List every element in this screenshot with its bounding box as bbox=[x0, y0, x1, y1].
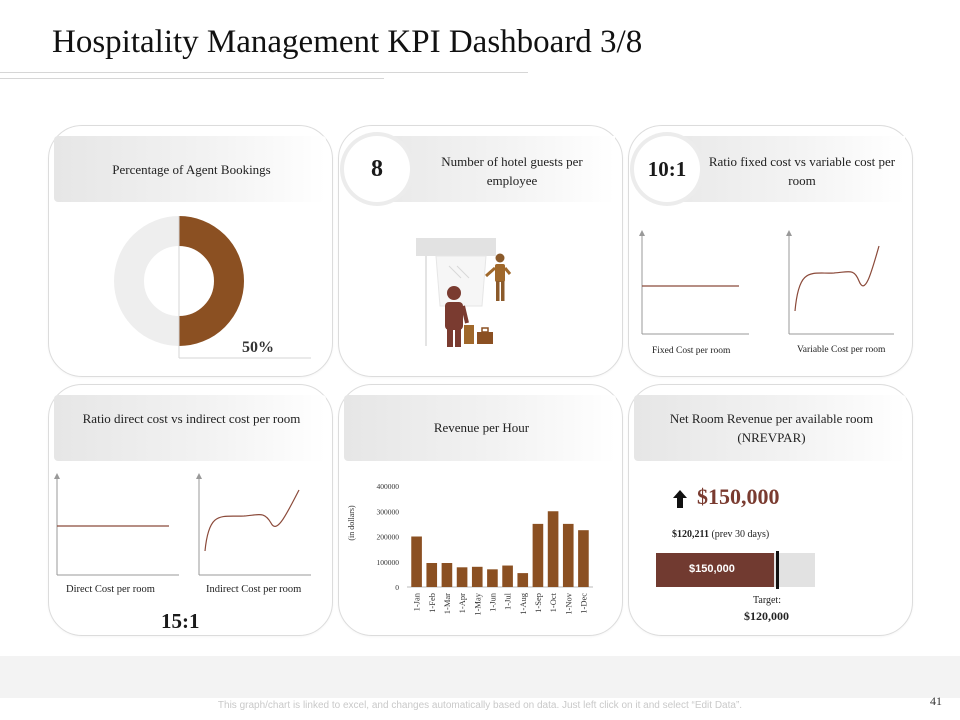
nrevpar-prev: $120,211 (prev 30 days) bbox=[672, 529, 769, 540]
nrevpar-progress-fill: $150,000 bbox=[656, 553, 774, 587]
fixed-variable-ratio: 10:1 bbox=[647, 156, 687, 181]
guests-per-employee-card: 8 Number of hotel guests per employee bbox=[338, 125, 623, 377]
revenue-x-tick-label: 1-Jan bbox=[412, 592, 422, 611]
revenue-bar-1-dec[interactable] bbox=[578, 530, 589, 587]
title-divider-secondary bbox=[0, 78, 384, 79]
revenue-x-tick-label: 1-Mar bbox=[442, 593, 452, 614]
direct-indirect-ratio: 15:1 bbox=[161, 609, 200, 633]
variable-cost-label: Variable Cost per room bbox=[797, 345, 886, 355]
card-header bbox=[344, 395, 616, 461]
direct-indirect-label: Ratio direct cost vs indirect cost per r… bbox=[82, 411, 301, 426]
footer-band bbox=[0, 656, 960, 698]
page-number: 41 bbox=[930, 694, 942, 708]
revenue-y-tick-label: 0 bbox=[395, 583, 399, 592]
guests-label: Number of hotel guests per employee bbox=[441, 154, 583, 188]
revenue-bar-1-aug[interactable] bbox=[517, 573, 529, 587]
nrevpar-target-value: $120,000 bbox=[744, 609, 789, 623]
revenue-x-tick-label: 1-Oct bbox=[548, 592, 558, 612]
page-title: Hospitality Management KPI Dashboard 3/8 bbox=[52, 24, 643, 60]
revenue-x-tick-label: 1-May bbox=[472, 592, 482, 615]
revenue-bar-1-sep[interactable] bbox=[532, 523, 544, 588]
revenue-bar-1-jul[interactable] bbox=[502, 565, 513, 587]
revenue-bar-1-feb[interactable] bbox=[426, 563, 438, 587]
fixed-variable-ratio-badge: 10:1 bbox=[634, 136, 700, 202]
revenue-y-tick-label: 300000 bbox=[377, 507, 400, 516]
card-header bbox=[54, 395, 326, 461]
footer-note: This graph/chart is linked to excel, and… bbox=[217, 700, 743, 711]
agent-bookings-card: Percentage of Agent Bookings 50% bbox=[48, 125, 333, 377]
donut-value-arc bbox=[178, 216, 244, 346]
revenue-per-hour-label: Revenue per Hour bbox=[433, 420, 530, 435]
direct-vs-indirect-card: Ratio direct cost vs indirect cost per r… bbox=[48, 384, 333, 636]
agent-bookings-label: Percentage of Agent Bookings bbox=[112, 162, 271, 177]
revenue-y-tick-label: 400000 bbox=[377, 482, 400, 491]
nrevpar-value: $150,000 bbox=[697, 484, 780, 509]
revenue-bar-1-oct[interactable] bbox=[547, 511, 559, 587]
hotel-reception-icon bbox=[416, 238, 512, 347]
revenue-bar-1-jun[interactable] bbox=[487, 569, 498, 587]
variable-cost-curve bbox=[794, 245, 880, 312]
agent-bookings-donut[interactable] bbox=[49, 126, 334, 378]
guests-value: 8 bbox=[371, 155, 383, 182]
fixed-variable-label: Ratio fixed cost vs variable cost per ro… bbox=[708, 154, 896, 188]
nrevpar-target-marker bbox=[775, 551, 779, 589]
fixed-cost-label: Fixed Cost per room bbox=[652, 346, 731, 356]
revenue-y-tick-label: 200000 bbox=[377, 533, 400, 542]
revenue-x-tick-label: 1-Aug bbox=[518, 592, 528, 614]
direct-indirect-mini-charts[interactable] bbox=[49, 385, 334, 637]
revenue-x-tick-label: 1-Nov bbox=[563, 592, 573, 614]
revenue-x-tick-label: 1-Jun bbox=[487, 592, 497, 612]
fixed-variable-mini-charts[interactable] bbox=[629, 126, 914, 378]
agent-bookings-value: 50% bbox=[242, 339, 274, 356]
guests-value-badge: 8 bbox=[344, 136, 410, 202]
indirect-cost-label: Indirect Cost per room bbox=[206, 584, 302, 595]
revenue-per-hour-card: Revenue per Hour (in dollars) 0 100000 200… bbox=[338, 384, 623, 636]
revenue-bar-1-nov[interactable] bbox=[562, 523, 574, 588]
nrevpar-card: Net Room Revenue per available room (NRE… bbox=[628, 384, 913, 636]
revenue-bar-1-jan[interactable] bbox=[411, 536, 422, 588]
revenue-bar-1-apr[interactable] bbox=[456, 567, 468, 587]
fixed-vs-variable-card: 10:1 Ratio fixed cost vs variable cost p… bbox=[628, 125, 913, 377]
revenue-x-tick-label: 1-Jul bbox=[503, 592, 513, 610]
card-header bbox=[54, 136, 326, 202]
card-header bbox=[634, 395, 906, 461]
revenue-bar-1-may[interactable] bbox=[471, 566, 483, 587]
revenue-x-tick-label: 1-Feb bbox=[427, 593, 437, 613]
nrevpar-label: Net Room Revenue per available room (NRE… bbox=[669, 411, 874, 445]
revenue-x-tick-label: 1-Dec bbox=[578, 593, 588, 614]
direct-cost-label: Direct Cost per room bbox=[66, 584, 155, 595]
nrevpar-prev-suffix: (prev 30 days) bbox=[711, 529, 770, 540]
revenue-y-tick-label: 100000 bbox=[377, 558, 400, 567]
title-divider bbox=[0, 72, 528, 73]
revenue-x-tick-label: 1-Apr bbox=[457, 593, 467, 613]
nrevpar-target-label: Target: bbox=[753, 595, 781, 606]
revenue-y-axis-label: (in dollars) bbox=[347, 505, 356, 541]
indirect-cost-curve bbox=[204, 489, 300, 552]
revenue-x-tick-label: 1-Sep bbox=[533, 593, 543, 613]
up-arrow-icon bbox=[673, 490, 687, 508]
revenue-bar-chart[interactable]: (in dollars) 0 100000 200000 300000 400000 1… bbox=[339, 385, 624, 637]
nrevpar-prev-value: $120,211 bbox=[672, 529, 709, 540]
nrevpar-bar-label: $150,000 bbox=[689, 563, 735, 575]
revenue-bar-1-mar[interactable] bbox=[441, 563, 453, 587]
